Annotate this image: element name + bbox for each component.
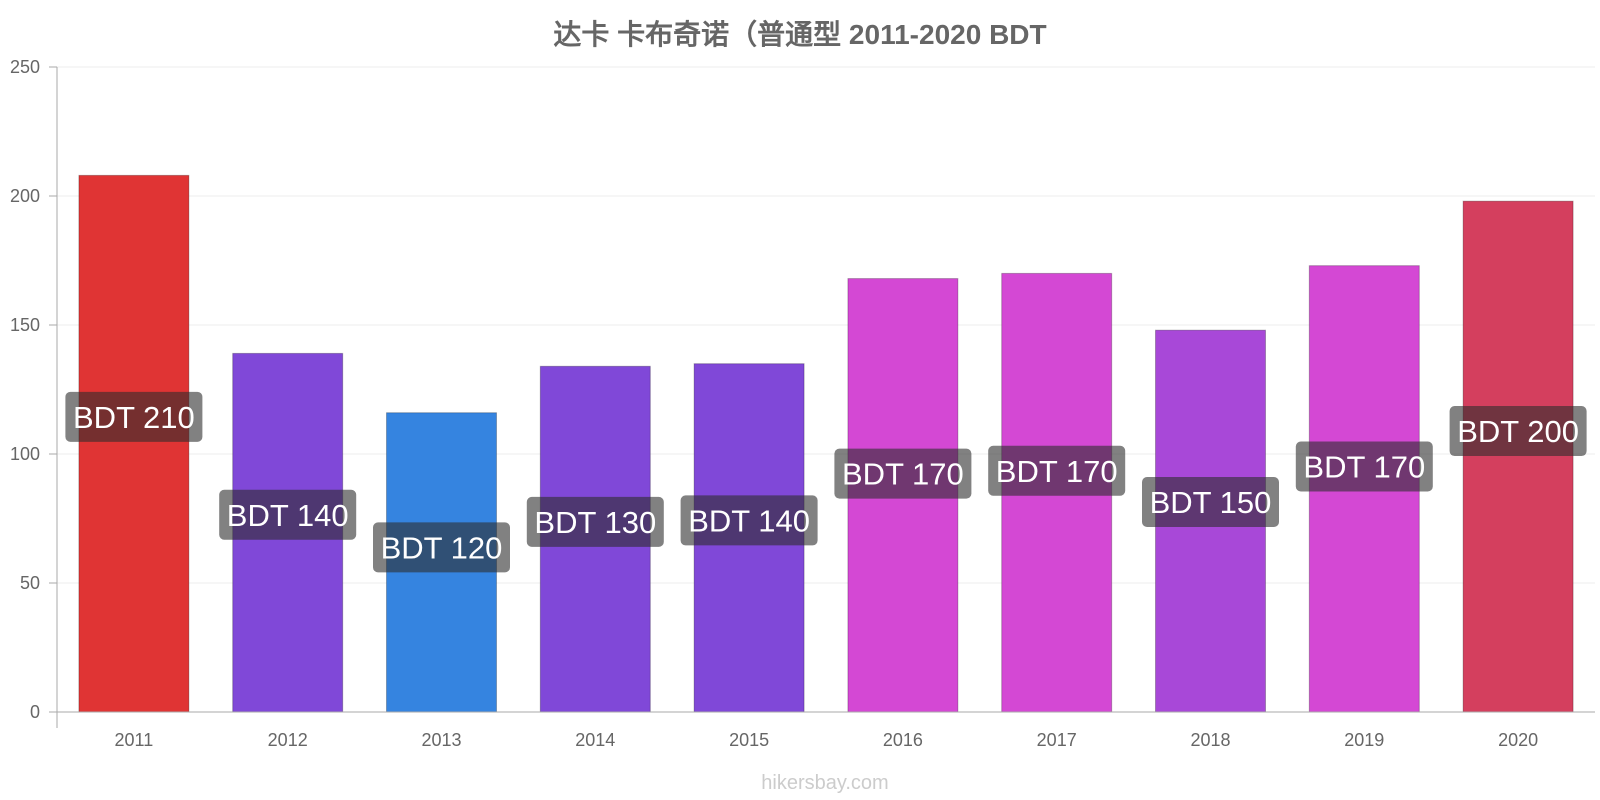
y-tick-label: 100 <box>10 444 40 464</box>
data-label: BDT 170 <box>1303 450 1425 485</box>
x-tick-label: 2012 <box>268 730 308 750</box>
data-label: BDT 120 <box>381 530 503 565</box>
data-label: BDT 170 <box>996 454 1118 489</box>
y-axis-ticks: 0 50 100 150 200 250 <box>10 57 57 722</box>
data-label: BDT 210 <box>73 400 195 435</box>
x-tick-label: 2017 <box>1037 730 1077 750</box>
data-label-box <box>1295 441 1433 492</box>
y-tick-label: 0 <box>30 702 40 722</box>
x-tick-label: 2019 <box>1344 730 1384 750</box>
y-tick-label: 250 <box>10 57 40 77</box>
bar <box>1462 200 1574 713</box>
data-label-box <box>373 522 510 573</box>
x-tick-label: 2016 <box>883 730 923 750</box>
data-label: BDT 170 <box>842 457 964 492</box>
y-tick-label: 200 <box>10 186 40 206</box>
data-label: BDT 130 <box>534 505 656 540</box>
data-label: BDT 200 <box>1457 414 1579 449</box>
x-tick-label: 2018 <box>1190 730 1230 750</box>
data-label-box <box>834 448 972 499</box>
data-label-box <box>526 496 664 547</box>
y-tick-label: 50 <box>20 573 40 593</box>
data-label-box <box>219 489 357 540</box>
data-label: BDT 140 <box>227 498 349 533</box>
data-label-box <box>1449 406 1587 457</box>
data-label-box <box>680 495 818 546</box>
data-labels: BDT 210 BDT 140 BDT 120 BDT 130 BDT 140 BDT 1… <box>65 391 1587 573</box>
bar <box>78 174 190 713</box>
data-label: BDT 140 <box>688 503 810 538</box>
data-label-box <box>988 445 1126 496</box>
x-tick-label: 2015 <box>729 730 769 750</box>
x-tick-label: 2014 <box>575 730 615 750</box>
watermark: hikersbay.com <box>761 772 888 794</box>
axes <box>56 67 1595 728</box>
x-tick-label: 2011 <box>115 730 154 750</box>
data-label-box <box>1142 476 1279 527</box>
chart-title: 达卡 卡布奇诺（普通型 2011-2020 BDT <box>553 18 1046 50</box>
x-axis-ticks: 2011 2012 2013 2014 2015 2016 2017 2018 2019 2020 <box>115 730 1539 750</box>
y-tick-label: 150 <box>10 315 40 335</box>
data-label-box <box>65 391 203 442</box>
data-label: BDT 150 <box>1150 485 1272 520</box>
x-tick-label: 2013 <box>421 730 461 750</box>
x-tick-label: 2020 <box>1498 730 1538 750</box>
